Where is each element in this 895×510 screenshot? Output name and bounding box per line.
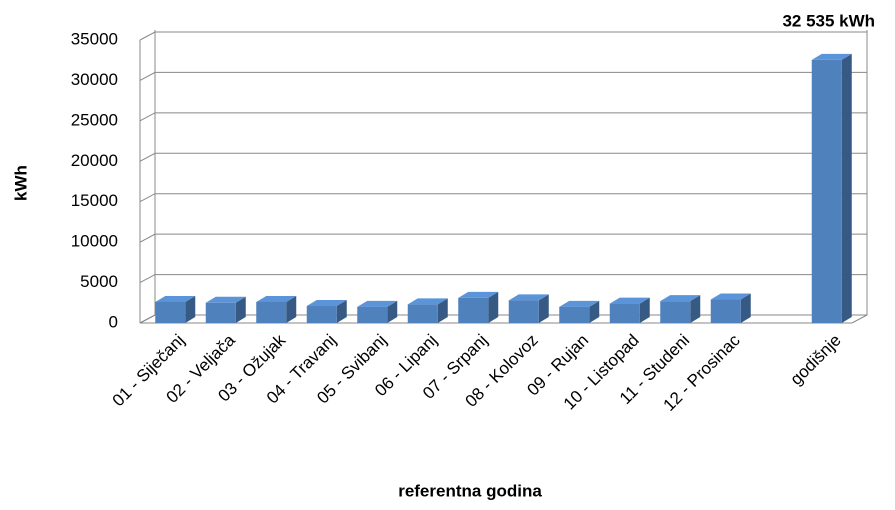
bar-side [286,295,297,323]
grid-line [139,193,867,203]
bar-side [488,291,499,323]
bar-side [740,293,751,323]
grid-line [139,233,867,243]
bar [155,301,186,323]
grid-line [139,274,867,284]
bar-side [185,295,196,323]
bar-top [811,53,852,60]
bar-top [559,300,600,307]
y-tick-label: 35000 [71,29,118,48]
bar-top [256,295,297,302]
x-axis-title: referentna godina [398,481,542,500]
bar-top [660,295,701,302]
bar [811,59,842,324]
y-tick-label: 25000 [71,110,118,129]
bar-top [205,296,246,303]
y-tick-label: 30000 [71,70,118,89]
y-tick-label: 20000 [71,151,118,170]
bar [407,304,438,323]
y-tick-label: 15000 [71,191,118,210]
bar-side [387,300,398,323]
y-tick-label: 0 [109,312,118,331]
bar [710,299,741,323]
bar [357,306,388,323]
y-tick-label: 5000 [80,272,118,291]
bar-top [155,295,196,302]
bar-side [538,294,549,323]
grid-line [139,71,867,81]
bar [306,306,337,323]
bar-side [235,296,246,323]
bar [458,297,489,323]
y-axis-title: kWh [11,165,30,201]
x-tick-label: godišnje [787,331,845,389]
bar-top [407,298,448,305]
bar [508,300,539,323]
bar-top [609,297,650,304]
bar-side [437,298,448,323]
bar-top [710,293,751,300]
bar-side [690,295,701,323]
floor [139,314,868,324]
value-label: 32 535 kWh [782,11,875,30]
bar [205,302,236,323]
bar [609,303,640,323]
bar-top [306,300,347,307]
bar-side [841,53,852,324]
bar-side [336,300,347,323]
y-tick-label: 10000 [71,232,118,251]
bar [559,306,590,323]
bar [660,301,691,323]
grid-line [139,112,867,122]
grid-line [139,31,867,41]
bar-top [458,291,499,298]
bar-top [508,294,549,301]
grid-line [139,152,867,162]
bar-top [357,300,398,307]
bar-side [639,297,650,323]
bar-side [589,300,600,323]
bar [256,301,287,323]
